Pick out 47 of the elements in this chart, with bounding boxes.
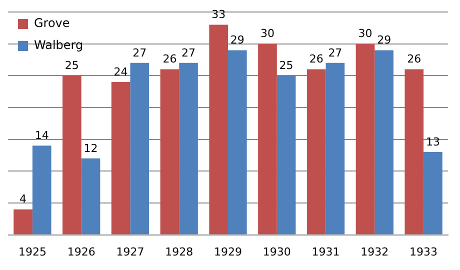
bar <box>160 69 180 234</box>
data-label: 25 <box>279 59 294 72</box>
data-label: 30 <box>260 27 274 40</box>
x-tick-label: 1927 <box>116 245 144 258</box>
x-tick-label: 1932 <box>360 245 389 258</box>
data-label: 30 <box>358 27 372 40</box>
data-label: 27 <box>132 46 147 60</box>
data-label: 12 <box>84 142 98 155</box>
data-label: 29 <box>230 34 244 47</box>
data-label: 33 <box>212 8 226 22</box>
data-label: 4 <box>20 192 27 206</box>
bar <box>276 76 296 234</box>
x-tick-label: 1926 <box>67 245 96 258</box>
bar <box>228 50 247 234</box>
x-tick-label: 1928 <box>165 245 194 258</box>
data-label: 14 <box>34 129 49 142</box>
bar <box>81 158 100 234</box>
legend-label: Grove <box>34 16 70 30</box>
data-label: 26 <box>162 52 177 66</box>
x-tick-label: 1925 <box>18 245 46 258</box>
bar <box>111 82 130 234</box>
bar <box>424 152 442 234</box>
legend-label: Walberg <box>34 38 84 52</box>
x-tick-label: 1931 <box>312 245 340 258</box>
bar <box>14 209 32 234</box>
data-label: 24 <box>114 65 128 78</box>
data-label: 27 <box>182 46 196 60</box>
data-label: 29 <box>377 34 392 47</box>
x-tick-label: 1929 <box>214 245 242 258</box>
bar <box>374 50 394 234</box>
bar <box>179 62 198 234</box>
bar <box>258 44 277 234</box>
bar <box>404 69 424 234</box>
data-label: 25 <box>64 59 79 72</box>
bar <box>130 62 150 234</box>
data-label: 13 <box>426 135 440 148</box>
bar <box>32 146 52 234</box>
data-label: 26 <box>309 52 324 66</box>
bar <box>209 24 228 234</box>
bar <box>326 62 345 234</box>
x-tick-label: 1933 <box>410 245 438 258</box>
data-label: 27 <box>328 46 342 60</box>
bar <box>62 76 82 234</box>
bar <box>306 69 326 234</box>
bar <box>356 44 375 234</box>
data-label: 26 <box>407 52 422 66</box>
x-tick-label: 1930 <box>262 245 291 258</box>
